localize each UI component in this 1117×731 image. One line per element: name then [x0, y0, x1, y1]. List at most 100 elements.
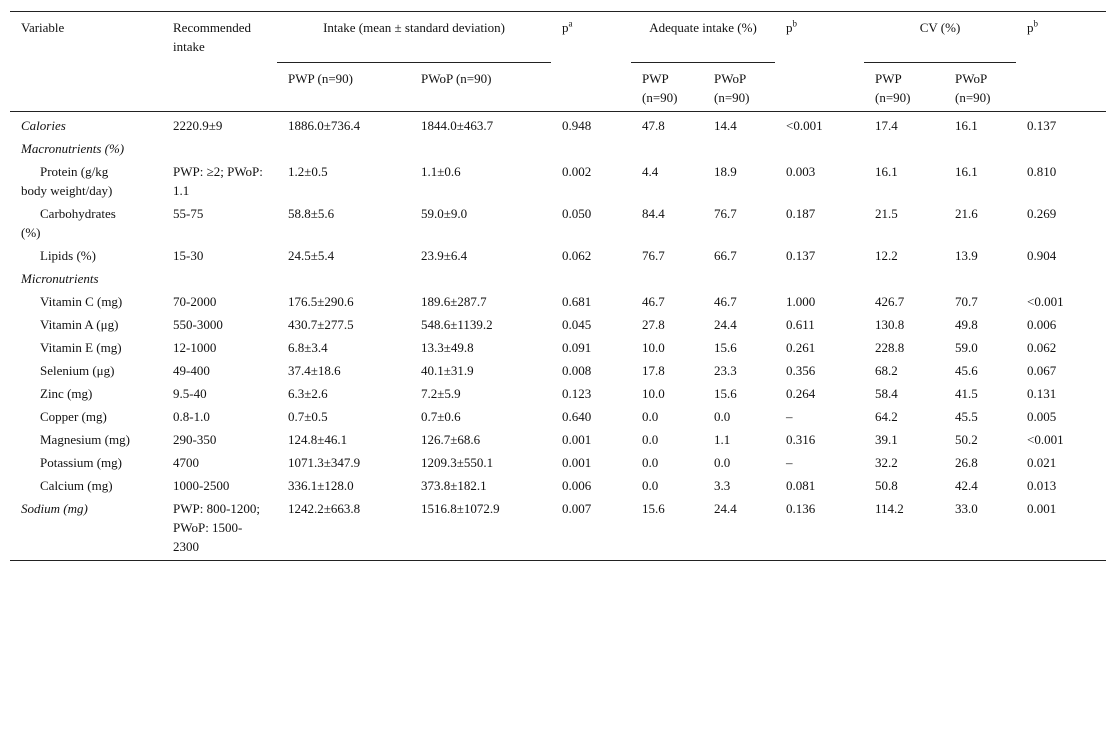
value-cell: 9.5-40 — [173, 386, 207, 401]
value-cell: 1.2±0.5 — [288, 164, 328, 179]
variable-cell: Vitamin A (μg) — [40, 317, 119, 332]
value-cell: 0.8-1.0 — [173, 409, 210, 424]
value-cell: 18.9 — [714, 164, 737, 179]
variable-cell: Carbohydrates (%) — [21, 206, 116, 240]
table-row: Zinc (mg) 9.5-40 6.3±2.6 7.2±5.9 0.123 10.0 15… — [10, 382, 1106, 405]
variable-cell: Vitamin C (mg) — [40, 294, 123, 309]
value-cell: 49-400 — [173, 363, 210, 378]
table-row: Vitamin E (mg) 12-1000 6.8±3.4 13.3±49.8 0.0… — [10, 336, 1106, 359]
footnote-mark: b — [1033, 18, 1039, 29]
p-label: p — [1027, 20, 1034, 35]
value-cell: 50.2 — [955, 432, 978, 447]
value-cell: 1000-2500 — [173, 478, 230, 493]
table-row: Carbohydrates (%) 55-75 58.8±5.6 59.0±9.0 0.… — [10, 202, 1106, 244]
value-cell: 32.2 — [875, 455, 898, 470]
value-cell: 41.5 — [955, 386, 978, 401]
value-cell: 0.123 — [562, 386, 592, 401]
subheader-cell: PWoP (n=90) — [421, 71, 492, 86]
value-cell: 0.002 — [562, 164, 592, 179]
header-cell: pa — [551, 12, 631, 112]
value-cell: 58.4 — [875, 386, 898, 401]
header-group: Intake (mean ± standard deviation) — [277, 12, 551, 64]
value-cell: 13.3±49.8 — [421, 340, 474, 355]
value-cell: 0.0 — [642, 455, 659, 470]
value-cell: <0.001 — [1027, 294, 1064, 309]
value-cell: 0.001 — [562, 432, 592, 447]
value-cell: 59.0 — [955, 340, 978, 355]
value-cell: 0.264 — [786, 386, 816, 401]
value-cell: 26.8 — [955, 455, 978, 470]
value-cell: 0.021 — [1027, 455, 1057, 470]
table-body: Calories 2220.9±9 1886.0±736.4 1844.0±463.7… — [10, 112, 1106, 561]
value-cell: 0.269 — [1027, 206, 1057, 221]
value-cell: 426.7 — [875, 294, 905, 309]
value-cell: 0.045 — [562, 317, 592, 332]
value-cell: – — [786, 409, 793, 424]
value-cell: 2220.9±9 — [173, 118, 223, 133]
subheader-cell: PWP (n=90) — [288, 71, 353, 86]
variable-cell: Magnesium (mg) — [40, 432, 130, 447]
value-cell: 27.8 — [642, 317, 665, 332]
value-cell: 0.948 — [562, 118, 592, 133]
value-cell: 84.4 — [642, 206, 665, 221]
value-cell: 1071.3±347.9 — [288, 455, 361, 470]
value-cell: 45.6 — [955, 363, 978, 378]
value-cell: 0.0 — [714, 455, 731, 470]
value-cell: 1844.0±463.7 — [421, 118, 494, 133]
value-cell: 39.1 — [875, 432, 898, 447]
value-cell: 0.137 — [1027, 118, 1057, 133]
value-cell: 0.810 — [1027, 164, 1057, 179]
value-cell: 0.131 — [1027, 386, 1057, 401]
value-cell: 0.005 — [1027, 409, 1057, 424]
value-cell: 70.7 — [955, 294, 978, 309]
variable-cell: Potassium (mg) — [40, 455, 122, 470]
value-cell: 114.2 — [875, 501, 904, 516]
p-label: p — [786, 20, 793, 35]
value-cell: 16.1 — [955, 164, 978, 179]
value-cell: 14.4 — [714, 118, 737, 133]
value-cell: PWP: ≥2; PWoP: 1.1 — [173, 164, 263, 198]
value-cell: 15-30 — [173, 248, 204, 263]
value-cell: 76.7 — [714, 206, 737, 221]
value-cell: 0.0 — [642, 478, 659, 493]
value-cell: 76.7 — [642, 248, 665, 263]
value-cell: 228.8 — [875, 340, 905, 355]
value-cell: 4.4 — [642, 164, 659, 179]
value-cell: 0.062 — [1027, 340, 1057, 355]
value-cell: 0.187 — [786, 206, 816, 221]
header-group: CV (%) — [864, 12, 1016, 64]
nutrition-table: Variable Recommended intake Intake (mean… — [10, 11, 1106, 561]
value-cell: 0.0 — [642, 432, 659, 447]
value-cell: 3.3 — [714, 478, 731, 493]
value-cell: 45.5 — [955, 409, 978, 424]
value-cell: 0.261 — [786, 340, 816, 355]
value-cell: 24.4 — [714, 501, 737, 516]
value-cell: 21.6 — [955, 206, 978, 221]
value-cell: 24.5±5.4 — [288, 248, 335, 263]
value-cell: 0.062 — [562, 248, 592, 263]
value-cell: 37.4±18.6 — [288, 363, 341, 378]
variable-cell: Calories — [21, 118, 66, 133]
value-cell: 0.640 — [562, 409, 592, 424]
value-cell: 430.7±277.5 — [288, 317, 354, 332]
header-cell: Variable — [21, 20, 65, 35]
value-cell: 21.5 — [875, 206, 898, 221]
value-cell: 6.3±2.6 — [288, 386, 328, 401]
value-cell: PWP: 800-1200; PWoP: 1500-2300 — [173, 501, 261, 554]
value-cell: 548.6±1139.2 — [421, 317, 493, 332]
value-cell: 0.356 — [786, 363, 816, 378]
value-cell: <0.001 — [786, 118, 823, 133]
value-cell: 50.8 — [875, 478, 898, 493]
subheader-cell: PWoP (n=90) — [714, 71, 750, 105]
table-row: Protein (g/kg body weight/day) PWP: ≥2; P… — [10, 160, 1106, 202]
variable-cell: Macronutrients (%) — [21, 141, 125, 156]
value-cell: 290-350 — [173, 432, 217, 447]
value-cell: 40.1±31.9 — [421, 363, 474, 378]
value-cell: 0.137 — [786, 248, 816, 263]
header-group: Adequate intake (%) — [631, 12, 775, 64]
value-cell: 0.0 — [642, 409, 659, 424]
value-cell: 176.5±290.6 — [288, 294, 354, 309]
value-cell: 6.8±3.4 — [288, 340, 328, 355]
table-row: Sodium (mg) PWP: 800-1200; PWoP: 1500-230… — [10, 497, 1106, 561]
